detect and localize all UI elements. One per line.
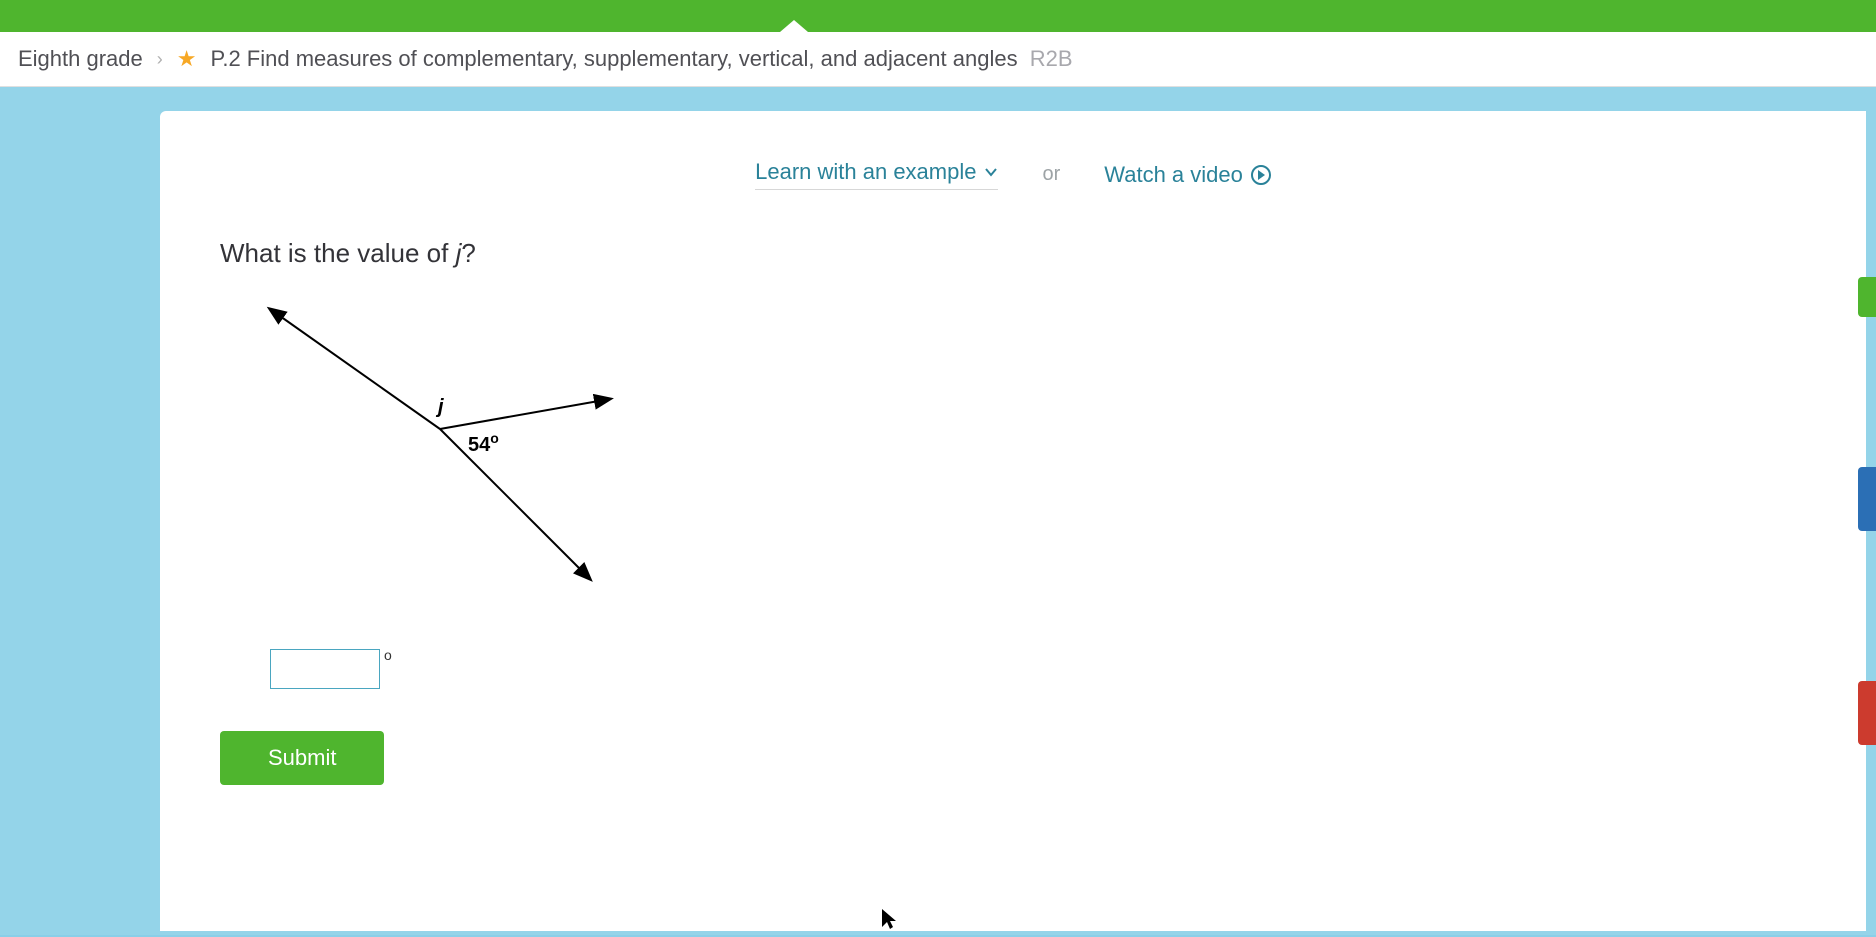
top-bar bbox=[0, 0, 1876, 32]
learn-example-label: Learn with an example bbox=[755, 159, 976, 185]
breadcrumb-topic[interactable]: P.2 Find measures of complementary, supp… bbox=[211, 46, 1073, 72]
submit-button[interactable]: Submit bbox=[220, 731, 384, 785]
diagram-angle-label: 54o bbox=[468, 430, 499, 456]
watch-video-link[interactable]: Watch a video bbox=[1104, 162, 1271, 188]
chevron-right-icon: › bbox=[157, 49, 163, 70]
side-tab-green[interactable] bbox=[1858, 277, 1876, 317]
breadcrumb-code: R2B bbox=[1030, 46, 1073, 71]
question-text: What is the value of j? bbox=[220, 238, 1806, 269]
side-tabs bbox=[1858, 277, 1876, 745]
side-tab-red[interactable] bbox=[1858, 681, 1876, 745]
question-card: Learn with an example or Watch a video W… bbox=[160, 111, 1866, 931]
cursor-icon bbox=[880, 907, 898, 937]
notch-icon bbox=[780, 20, 808, 32]
diagram-variable-label: j bbox=[435, 396, 444, 418]
workspace: Learn with an example or Watch a video W… bbox=[0, 87, 1876, 935]
breadcrumb: Eighth grade › ★ P.2 Find measures of co… bbox=[0, 32, 1876, 87]
question-suffix: ? bbox=[461, 238, 475, 268]
help-separator: or bbox=[1042, 163, 1060, 186]
side-tab-blue[interactable] bbox=[1858, 467, 1876, 531]
play-icon bbox=[1251, 165, 1271, 185]
learn-example-link[interactable]: Learn with an example bbox=[755, 159, 998, 190]
watch-video-label: Watch a video bbox=[1104, 162, 1243, 188]
question-prefix: What is the value of bbox=[220, 238, 456, 268]
breadcrumb-grade[interactable]: Eighth grade bbox=[18, 46, 143, 72]
angle-diagram: j 54o bbox=[230, 289, 650, 589]
star-icon: ★ bbox=[177, 46, 197, 72]
degree-symbol: o bbox=[384, 647, 392, 663]
chevron-down-icon bbox=[984, 165, 998, 179]
help-row: Learn with an example or Watch a video bbox=[220, 159, 1806, 190]
answer-row: o bbox=[270, 649, 1806, 689]
breadcrumb-topic-text: P.2 Find measures of complementary, supp… bbox=[211, 46, 1018, 71]
answer-input[interactable] bbox=[270, 649, 380, 689]
